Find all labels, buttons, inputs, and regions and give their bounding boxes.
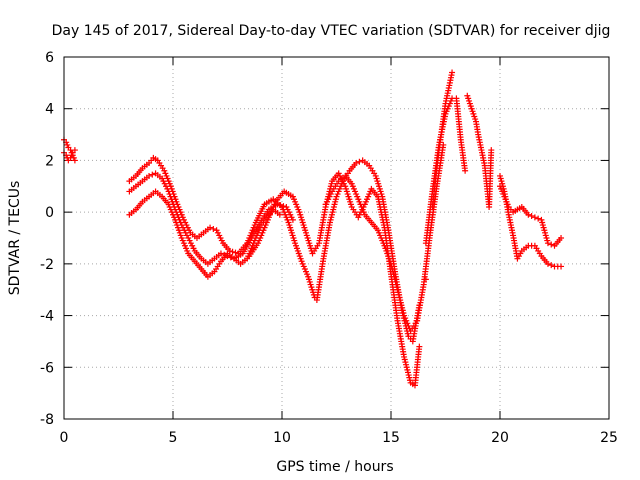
data-point: [528, 213, 535, 220]
data-point: [449, 69, 456, 76]
plot-frame: [63, 56, 610, 420]
data-point: [356, 158, 363, 165]
y-axis: -8 -6 -4 -2 0 2 4 6: [40, 50, 609, 428]
data-point: [289, 216, 296, 223]
series-track-d: [126, 170, 296, 267]
y-axis-title: SDTVAR / TECUs: [7, 181, 23, 296]
data-point: [416, 343, 423, 350]
y-tick-label: -4: [40, 309, 54, 325]
series-track-j: [497, 172, 565, 270]
data-point: [71, 147, 78, 154]
data-point: [207, 224, 214, 231]
data-point: [146, 172, 153, 179]
data-point: [229, 248, 236, 255]
data-point: [462, 167, 469, 174]
data-point: [535, 215, 542, 222]
series-track-e: [126, 188, 283, 280]
data-point: [149, 171, 156, 178]
y-tick-label: -2: [40, 257, 54, 273]
data-point: [276, 211, 283, 218]
series-track-f: [246, 69, 456, 389]
data-point: [217, 250, 224, 257]
data-point: [277, 202, 284, 209]
data-point: [544, 260, 551, 267]
data-point: [280, 203, 287, 210]
data-point: [531, 214, 538, 221]
x-tick-label: 20: [491, 430, 509, 446]
data-points: [61, 69, 565, 389]
x-tick-label: 10: [273, 430, 291, 446]
x-tick-label: 0: [60, 430, 69, 446]
x-axis-title: GPS time / hours: [276, 459, 393, 475]
y-tick-label: -8: [40, 412, 54, 428]
x-tick-label: 5: [169, 430, 178, 446]
series-track-k: [497, 183, 565, 249]
data-point: [488, 147, 495, 154]
x-tick-label: 15: [382, 430, 400, 446]
data-point: [548, 262, 555, 269]
data-point: [544, 240, 551, 247]
data-point: [71, 157, 78, 164]
series-track-i: [453, 92, 495, 210]
data-point: [558, 263, 565, 270]
y-tick-label: -6: [40, 360, 54, 376]
series-track-h: [322, 141, 447, 335]
series-track-c: [126, 154, 318, 301]
data-point: [353, 160, 360, 167]
y-tick-label: 6: [45, 50, 54, 66]
data-point: [525, 211, 532, 218]
data-point: [210, 225, 217, 232]
chart-title: Day 145 of 2017, Sidereal Day-to-day VTE…: [52, 23, 611, 39]
data-point: [232, 249, 239, 256]
x-tick-label: 25: [600, 430, 618, 446]
data-point: [548, 241, 555, 248]
y-tick-label: 4: [45, 102, 54, 118]
grid: [64, 57, 609, 419]
data-point: [440, 141, 447, 148]
y-tick-label: 0: [45, 205, 54, 221]
y-tick-label: 2: [45, 153, 54, 169]
x-axis: 0 5 10 15 20 25: [60, 57, 618, 446]
data-point: [558, 235, 565, 241]
